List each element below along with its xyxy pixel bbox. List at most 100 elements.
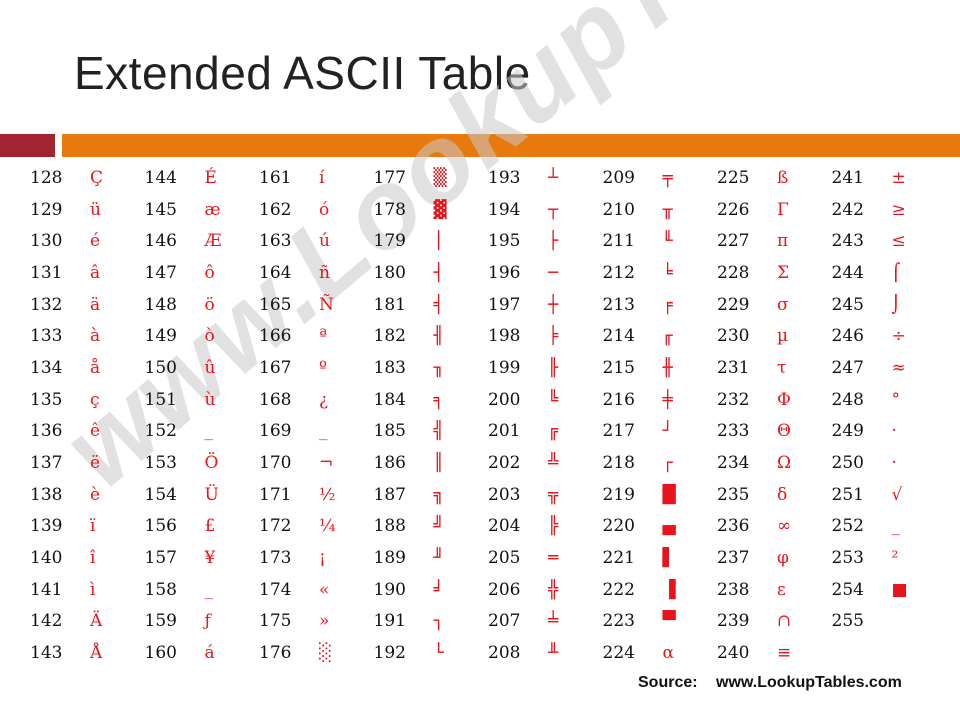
char-glyph: µ bbox=[776, 326, 789, 347]
table-row: 210 ╥ bbox=[603, 194, 718, 226]
char-glyph: ò bbox=[204, 326, 215, 347]
char-glyph: ╤ bbox=[662, 167, 673, 188]
char-code: 204 bbox=[488, 516, 521, 537]
table-row: 193 ┴ bbox=[488, 162, 603, 194]
char-glyph: ╪ bbox=[662, 389, 673, 410]
table-row: 164 ñ bbox=[259, 257, 374, 289]
char-glyph: » bbox=[318, 611, 330, 632]
char-code: 174 bbox=[259, 579, 292, 600]
char-glyph: Ñ bbox=[318, 294, 334, 315]
char-code: 229 bbox=[717, 294, 750, 315]
table-row: 180 ┤ bbox=[374, 257, 489, 289]
char-glyph: ½ bbox=[318, 484, 336, 505]
table-row: 146 Æ bbox=[145, 225, 260, 257]
char-glyph: ▄ bbox=[662, 516, 676, 537]
char-glyph: ¼ bbox=[318, 516, 336, 537]
char-code: 166 bbox=[259, 326, 292, 347]
table-row: 189 ╜ bbox=[374, 542, 489, 574]
char-code: 216 bbox=[602, 389, 635, 410]
char-code: 206 bbox=[488, 579, 521, 600]
char-glyph: â bbox=[89, 262, 101, 283]
table-row: 134 å bbox=[30, 352, 145, 384]
char-glyph: ╥ bbox=[662, 199, 673, 220]
table-row: 153 Ö bbox=[145, 447, 260, 479]
table-row: 172 ¼ bbox=[259, 511, 374, 543]
char-glyph: ╬ bbox=[547, 579, 559, 600]
table-row: 145 æ bbox=[145, 194, 260, 226]
table-row: 150 û bbox=[145, 352, 260, 384]
char-glyph: ╜ bbox=[433, 548, 444, 569]
table-row: 246 ÷ bbox=[832, 320, 947, 352]
char-glyph: ╖ bbox=[433, 357, 444, 378]
char-code: 217 bbox=[602, 421, 635, 442]
char-code: 183 bbox=[373, 357, 406, 378]
table-column: 177 ▒ 178 ▓ 179 │ 180 ┤ 181 ╡ 182 ╢ 183 ╖ 184 ╕ 185 ╣ 186 ║… bbox=[374, 162, 489, 672]
char-code: 160 bbox=[144, 643, 177, 664]
source-label: Source: bbox=[638, 674, 698, 691]
char-code: 162 bbox=[259, 199, 292, 220]
table-row: 195 ├ bbox=[488, 225, 603, 257]
char-glyph: Ä bbox=[89, 611, 103, 632]
char-code: 201 bbox=[488, 421, 521, 442]
char-glyph: π bbox=[776, 231, 789, 252]
char-code: 168 bbox=[259, 389, 292, 410]
char-code: 163 bbox=[259, 231, 292, 252]
char-code: 142 bbox=[30, 611, 63, 632]
table-row: 247 ≈ bbox=[832, 352, 947, 384]
table-row: 169 _ bbox=[259, 416, 374, 448]
char-glyph: ▌ bbox=[662, 548, 676, 569]
table-row: 233 Θ bbox=[717, 416, 832, 448]
char-code: 248 bbox=[831, 389, 864, 410]
char-code: 205 bbox=[488, 548, 521, 569]
char-code: 196 bbox=[488, 262, 521, 283]
char-code: 195 bbox=[488, 231, 521, 252]
char-glyph: á bbox=[204, 643, 215, 664]
char-glyph: ÷ bbox=[891, 326, 906, 347]
char-code: 192 bbox=[373, 643, 406, 664]
char-glyph: « bbox=[318, 579, 330, 600]
char-glyph: ü bbox=[89, 199, 101, 220]
char-code: 137 bbox=[30, 453, 63, 474]
char-code: 199 bbox=[488, 357, 521, 378]
table-row: 200 ╚ bbox=[488, 384, 603, 416]
table-row: 232 Φ bbox=[717, 384, 832, 416]
char-code: 198 bbox=[488, 326, 521, 347]
table-row: 236 ∞ bbox=[717, 511, 832, 543]
char-glyph: Φ bbox=[776, 389, 791, 410]
char-glyph: ñ bbox=[318, 262, 330, 283]
char-code: 156 bbox=[144, 516, 177, 537]
char-glyph: ┌ bbox=[662, 453, 673, 474]
char-glyph: ï bbox=[89, 516, 96, 537]
table-row: 156 £ bbox=[145, 511, 260, 543]
table-row: 148 ö bbox=[145, 289, 260, 321]
char-code: 240 bbox=[717, 643, 750, 664]
char-code: 215 bbox=[602, 357, 635, 378]
char-code: 210 bbox=[602, 199, 635, 220]
table-column: 161 í 162 ó 163 ú 164 ñ 165 Ñ 166 ª 167 º 168 ¿ 169 _ 170 ¬… bbox=[259, 162, 374, 672]
table-row: 152 _ bbox=[145, 416, 260, 448]
table-row: 141 ì bbox=[30, 574, 145, 606]
char-glyph: ≡ bbox=[776, 643, 792, 664]
table-row: 255 bbox=[832, 606, 947, 638]
char-glyph: _ bbox=[204, 579, 213, 600]
table-row: 191 ┐ bbox=[374, 606, 489, 638]
char-glyph: ├ bbox=[547, 231, 559, 252]
char-glyph: ƒ bbox=[204, 611, 211, 632]
char-glyph: ┤ bbox=[433, 262, 444, 283]
char-glyph: ╘ bbox=[662, 262, 673, 283]
table-row: 249 · bbox=[832, 416, 947, 448]
char-glyph: ╟ bbox=[547, 357, 559, 378]
char-glyph: ║ bbox=[433, 453, 444, 474]
table-row: 137 ë bbox=[30, 447, 145, 479]
char-code: 225 bbox=[717, 167, 750, 188]
table-row: 230 µ bbox=[717, 320, 832, 352]
char-glyph: ö bbox=[204, 294, 215, 315]
char-code: 191 bbox=[373, 611, 406, 632]
char-code: 167 bbox=[259, 357, 292, 378]
char-glyph: ┘ bbox=[662, 421, 673, 442]
char-glyph: ▀ bbox=[662, 611, 676, 632]
table-row: 224 α bbox=[603, 637, 718, 669]
char-glyph: ▐ bbox=[662, 579, 676, 600]
char-code: 213 bbox=[602, 294, 635, 315]
char-code: 182 bbox=[373, 326, 406, 347]
